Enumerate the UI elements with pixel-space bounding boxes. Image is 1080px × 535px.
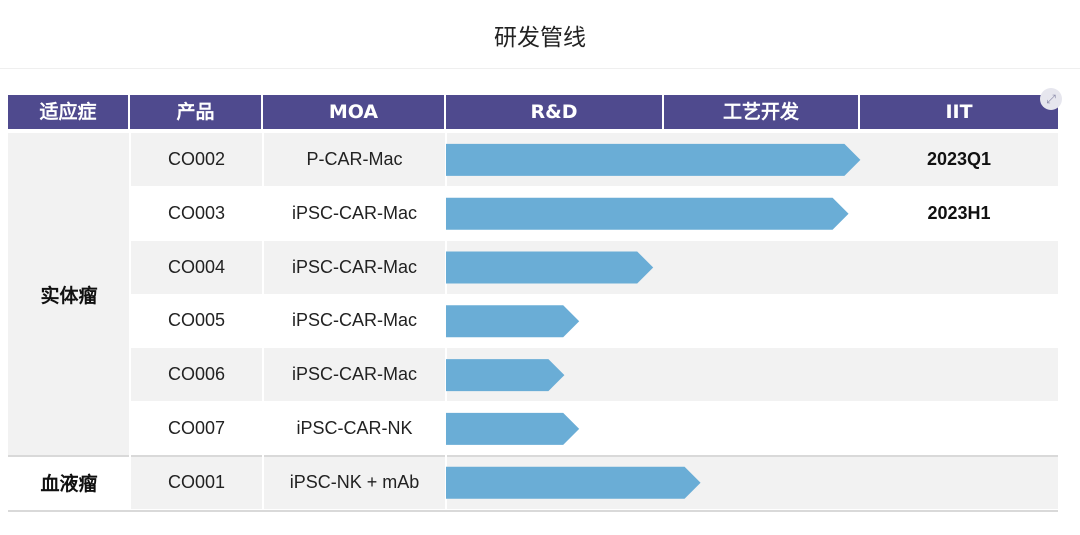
page-title: 研发管线 [494, 25, 586, 51]
title-divider [0, 68, 1080, 69]
iit-label: 2023H1 [927, 202, 991, 223]
header-rd: R&D [446, 95, 664, 129]
moa-label: iPSC-CAR-Mac [291, 202, 417, 223]
progress-bars [446, 143, 861, 499]
progress-bar-co001 [446, 466, 701, 499]
progress-bar-co002 [446, 143, 861, 176]
header-indication: 适应症 [8, 95, 130, 129]
progress-bar-co003 [446, 197, 849, 230]
group-label: 实体瘤 [8, 133, 130, 456]
progress-bar-co006 [446, 359, 565, 392]
header-iit: IIT [945, 101, 973, 123]
column-separator [262, 133, 264, 510]
product-label: CO007 [167, 418, 226, 438]
product-label: CO005 [167, 310, 226, 331]
column-separator [129, 133, 131, 510]
moa-label: iPSC-CAR-NK [296, 418, 413, 438]
product-label: CO003 [167, 202, 226, 223]
progress-bar-co005 [446, 305, 580, 338]
moa-label: iPSC-CAR-Mac [291, 310, 417, 331]
table-header: 适应症 产品 MOA R&D 工艺开发 IIT [8, 95, 1058, 129]
table-row [130, 402, 1058, 455]
table-row [130, 294, 1058, 348]
progress-bar-co007 [446, 412, 580, 445]
expand-icon[interactable]: ⤢ [1040, 88, 1062, 110]
product-label: CO001 [167, 471, 226, 492]
header-moa: MOA [263, 95, 446, 129]
moa-label: iPSC-NK + mAb [289, 471, 420, 492]
product-label: CO004 [167, 256, 226, 277]
header-process: 工艺开发 [664, 95, 860, 129]
group-divider [8, 454, 1058, 457]
moa-label: iPSC-CAR-Mac [291, 364, 417, 385]
moa-label: P-CAR-Mac [306, 149, 403, 169]
product-label: CO006 [167, 364, 226, 385]
table-row [130, 348, 1058, 402]
table-bottom-divider [8, 509, 1058, 512]
moa-label: iPSC-CAR-Mac [291, 256, 417, 277]
product-label: CO002 [167, 149, 226, 169]
header-product: 产品 [130, 95, 263, 129]
iit-label: 2023Q1 [926, 149, 992, 169]
group-label: 血液瘤 [8, 455, 130, 510]
progress-bar-co004 [446, 251, 654, 284]
